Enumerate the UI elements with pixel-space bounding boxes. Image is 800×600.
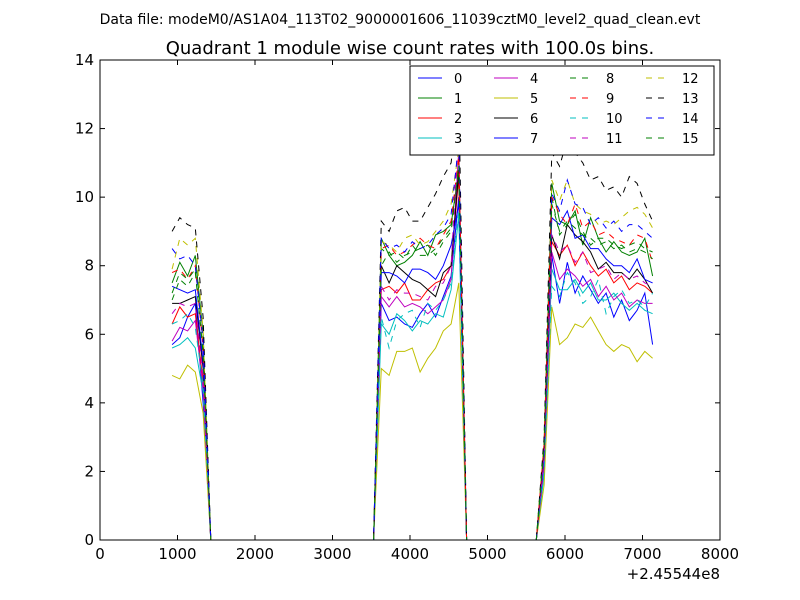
legend-label-12: 12 xyxy=(682,72,699,87)
plot-frame xyxy=(99,59,721,541)
x-tick-label: 3000 xyxy=(313,545,351,563)
legend-label-15: 15 xyxy=(682,132,699,147)
y-tick-label: 8 xyxy=(84,257,94,275)
x-tick-label: 4000 xyxy=(391,545,429,563)
legend-label-2: 2 xyxy=(454,112,462,127)
x-offset-label: +2.45544e8 xyxy=(627,565,720,583)
legend-label-11: 11 xyxy=(606,132,623,147)
series-line-13 xyxy=(171,94,654,541)
legend-label-10: 10 xyxy=(606,112,623,127)
axis-group: 0 1000 2000 3000 4000 5000 6000 7000 80000246810… xyxy=(75,51,739,563)
y-tick-label: 0 xyxy=(84,531,94,549)
y-tick-label: 14 xyxy=(75,51,94,69)
legend-frame xyxy=(409,65,715,156)
y-tick-label: 12 xyxy=(75,120,94,138)
x-tick-label: 5000 xyxy=(468,545,506,563)
legend-label-14: 14 xyxy=(682,112,699,127)
x-tick-label: 0 xyxy=(95,545,105,563)
chart-title: Quadrant 1 module wise count rates with … xyxy=(166,38,655,59)
legend-label-4: 4 xyxy=(530,72,538,87)
series-line-9 xyxy=(171,155,654,541)
legend-label-7: 7 xyxy=(530,132,538,147)
x-tick-label: 8000 xyxy=(701,545,739,563)
x-tick-label: 1000 xyxy=(158,545,196,563)
data-file-header: Data file: modeM0/AS1A04_113T02_90000016… xyxy=(100,12,701,28)
legend-label-1: 1 xyxy=(454,92,462,107)
legend-label-3: 3 xyxy=(454,132,462,147)
legend-label-8: 8 xyxy=(606,72,614,87)
legend-label-9: 9 xyxy=(606,92,614,107)
x-tick-label: 2000 xyxy=(236,545,274,563)
legend-label-5: 5 xyxy=(530,92,538,107)
x-tick-label: 6000 xyxy=(546,545,584,563)
legend-label-6: 6 xyxy=(530,112,538,127)
x-tick-label: 7000 xyxy=(623,545,661,563)
y-tick-label: 4 xyxy=(84,394,94,412)
y-tick-label: 6 xyxy=(84,325,94,343)
legend-label-13: 13 xyxy=(682,92,699,107)
legend-label-0: 0 xyxy=(454,72,462,87)
y-tick-label: 10 xyxy=(75,188,94,206)
y-tick-label: 2 xyxy=(84,462,94,480)
